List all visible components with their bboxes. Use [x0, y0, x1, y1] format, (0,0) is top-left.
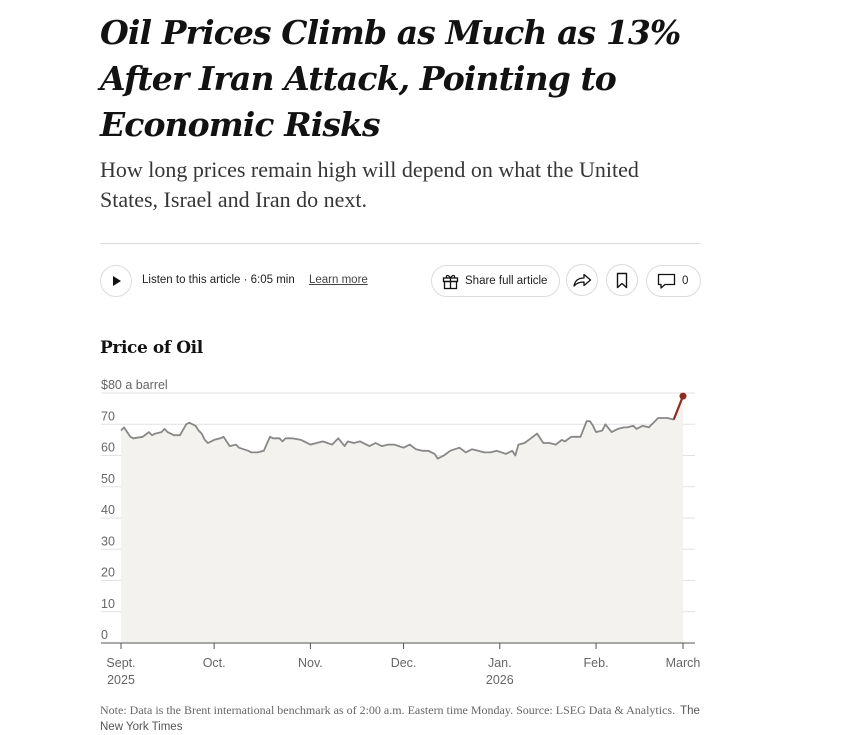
credit: The New York Times: [100, 705, 700, 733]
note-text: Note: Data is the Brent international be…: [100, 703, 676, 717]
x-tick-label: Dec.: [391, 656, 417, 670]
x-tick-year: 2026: [486, 673, 514, 687]
price-line: [120, 417, 674, 460]
divider: [100, 243, 701, 244]
share-label: Share full article: [465, 275, 548, 287]
listen-label: Listen to this article · 6:05 min: [142, 274, 295, 286]
y-tick-label: 60: [101, 441, 115, 455]
learn-more-link[interactable]: Learn more: [309, 274, 368, 286]
comments-button[interactable]: 0: [646, 265, 701, 297]
x-tick-label: Jan.: [488, 656, 512, 670]
share-button[interactable]: [566, 264, 598, 296]
y-tick-label: 20: [101, 566, 115, 580]
price-spike-line: [672, 395, 685, 421]
x-tick-label: March: [666, 656, 701, 670]
bookmark-icon: [616, 272, 628, 288]
y-tick-label: 40: [101, 503, 115, 517]
y-tick-label: 50: [101, 472, 115, 486]
forward-share-icon: [573, 273, 592, 287]
comment-count: 0: [682, 275, 689, 287]
x-tick-label: Feb.: [584, 656, 609, 670]
play-icon: [113, 276, 121, 286]
x-tick-label: Oct.: [203, 656, 226, 670]
chart-footnote: Note: Data is the Brent international be…: [100, 703, 710, 735]
unit-label: $80 a barrel: [101, 378, 168, 392]
y-tick-label: 0: [101, 628, 108, 642]
latest-price-point: [679, 392, 687, 400]
chart-title: Price of Oil: [100, 338, 203, 358]
gift-icon: [442, 274, 459, 289]
price-area: [121, 396, 683, 643]
save-button[interactable]: [606, 264, 638, 296]
y-tick-label: 10: [101, 597, 115, 611]
comment-icon: [657, 273, 676, 289]
play-audio-button[interactable]: [100, 265, 132, 297]
article-summary: How long prices remain high will depend …: [100, 157, 639, 212]
x-tick-label: Nov.: [298, 656, 323, 670]
headline: Oil Prices Climb as Much as 13% After Ir…: [100, 13, 681, 144]
share-full-article-button[interactable]: Share full article: [431, 265, 560, 297]
y-tick-label: 70: [101, 409, 115, 423]
article-toolbar: Listen to this article · 6:05 min Learn …: [100, 264, 702, 298]
y-tick-label: 30: [101, 534, 115, 548]
x-tick-year: 2025: [107, 673, 135, 687]
x-tick-label: Sept.: [106, 656, 135, 670]
